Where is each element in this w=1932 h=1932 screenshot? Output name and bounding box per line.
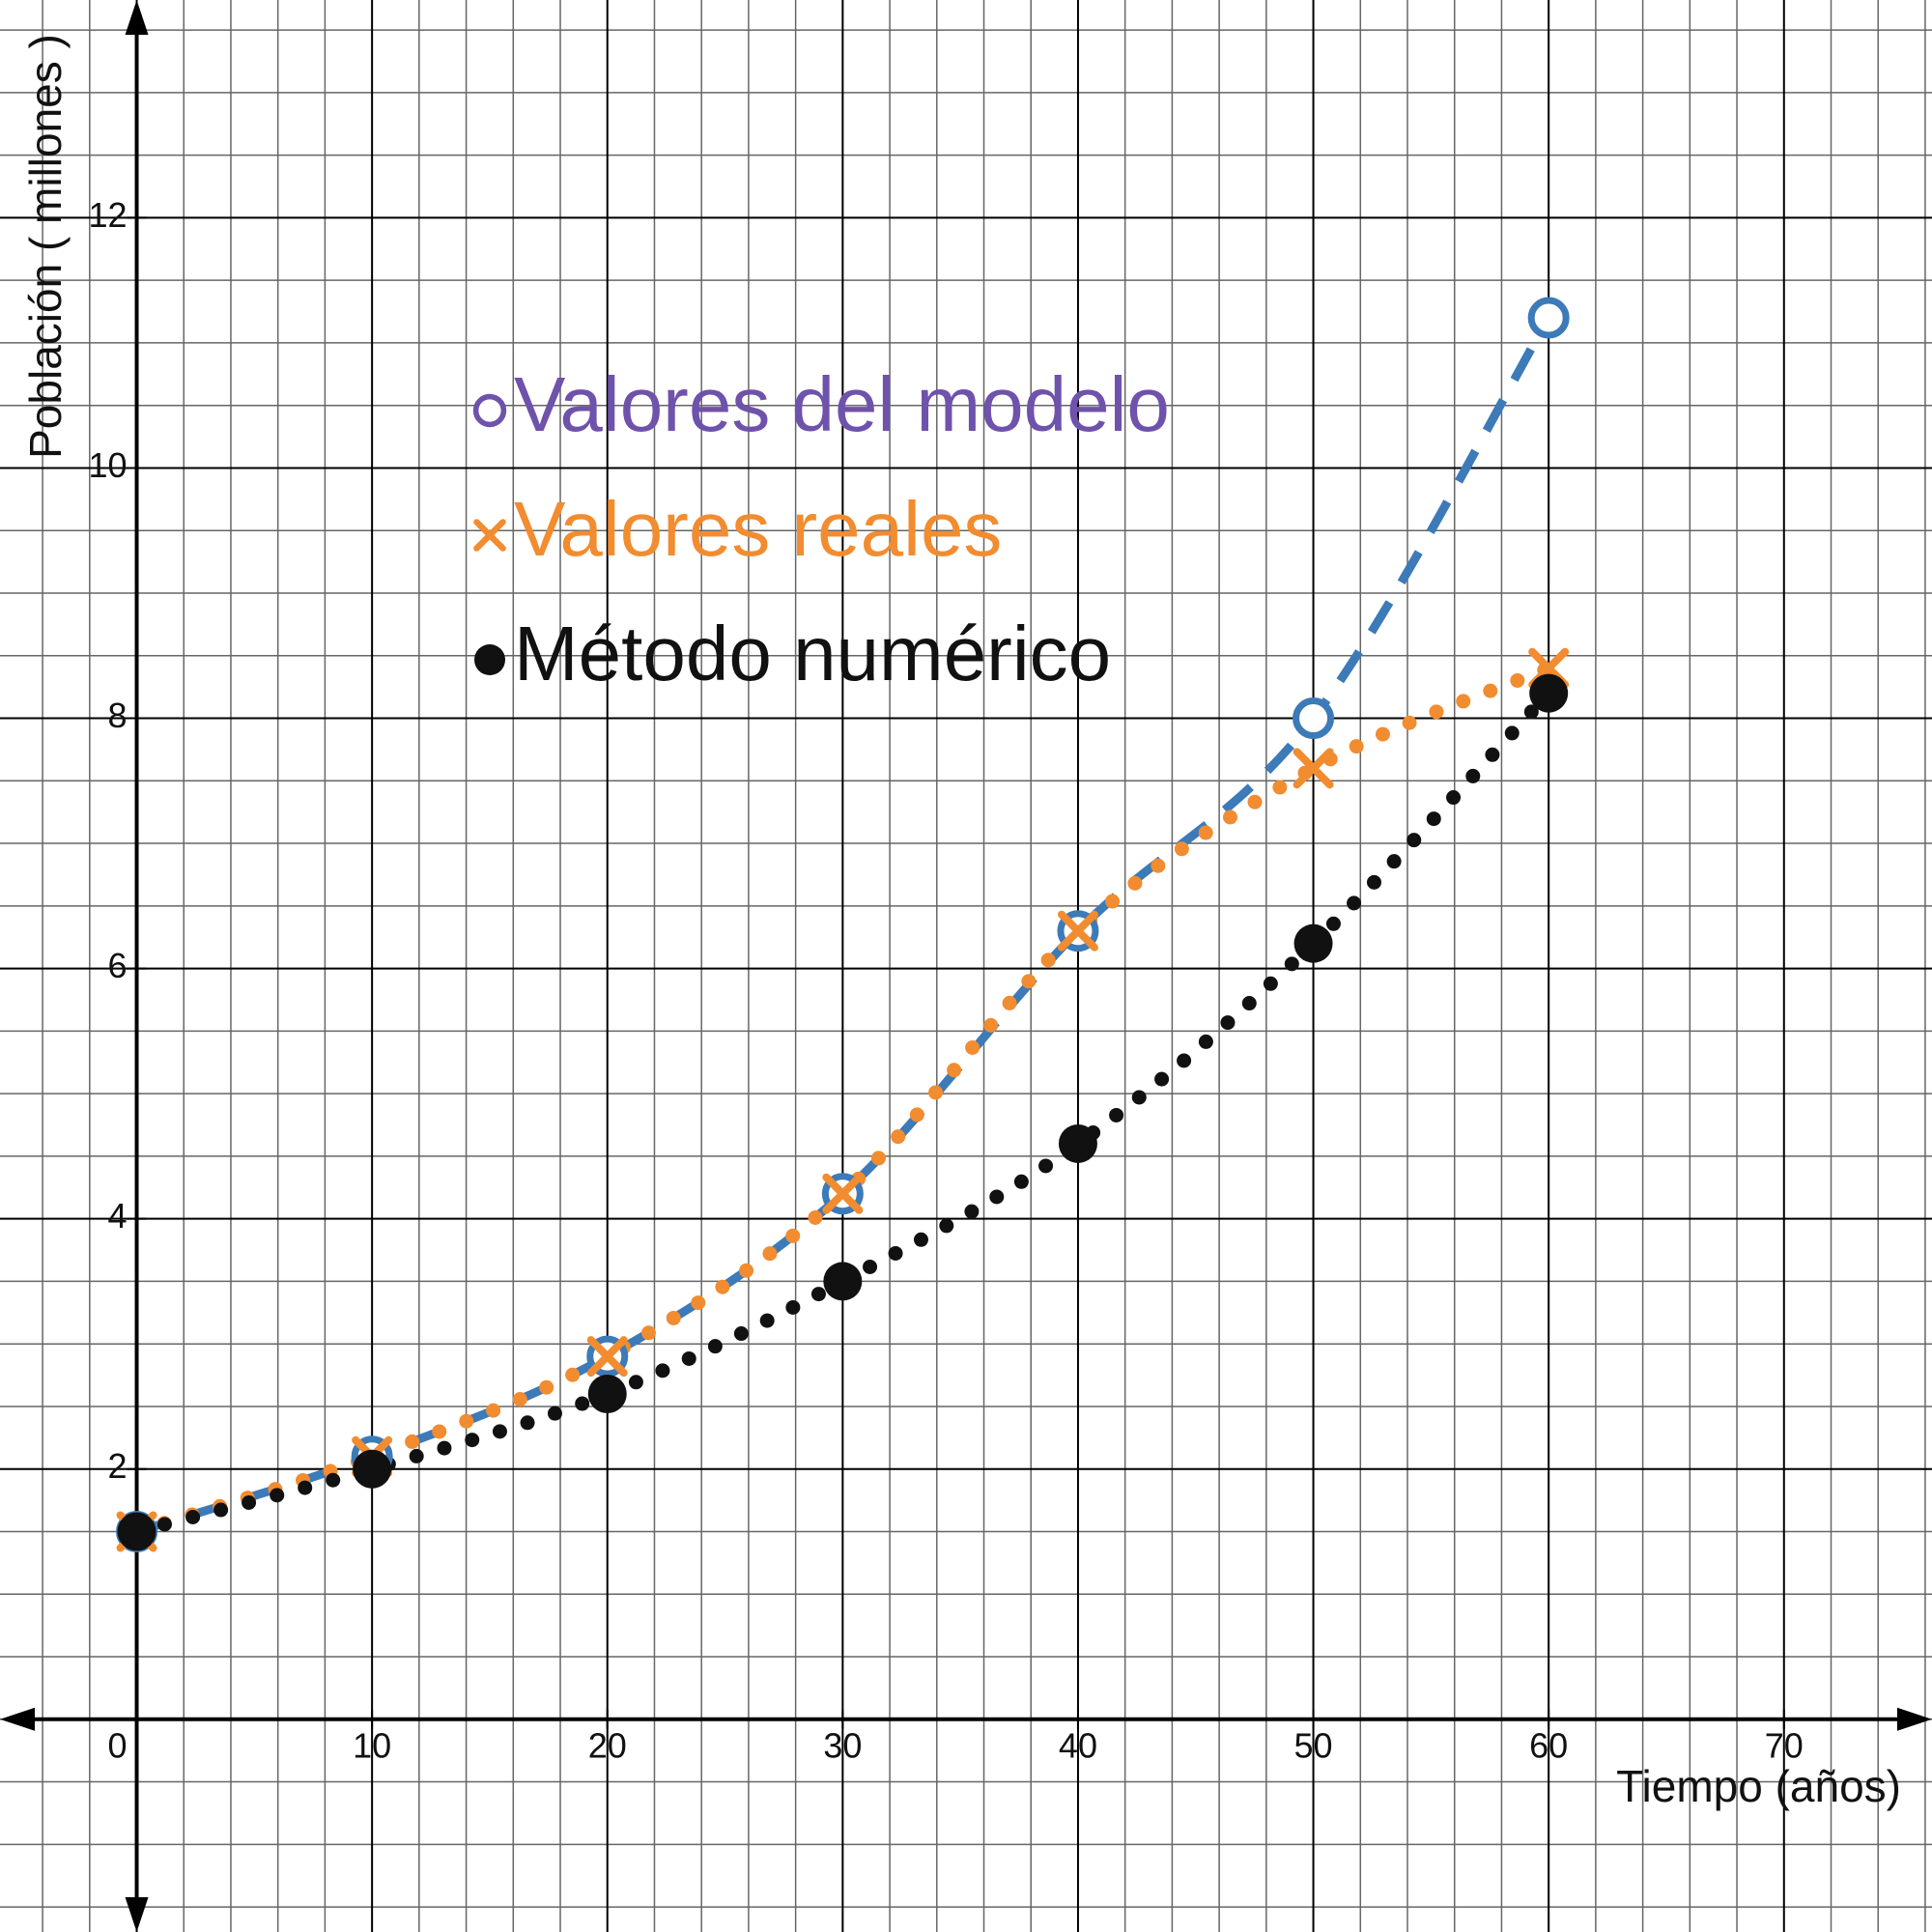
data-point [1529, 673, 1569, 713]
y-tick-label: 10 [88, 445, 127, 485]
y-tick-label: 4 [108, 1196, 128, 1236]
x-tick-label: 70 [1765, 1725, 1804, 1765]
data-point [823, 1262, 863, 1301]
x-tick-label: 40 [1059, 1725, 1097, 1765]
legend-marker [473, 519, 506, 552]
arrow [1897, 1707, 1932, 1731]
data-point [117, 1512, 156, 1551]
data-point [822, 1173, 864, 1214]
y-tick-label: 8 [108, 696, 128, 735]
data-point [586, 1336, 628, 1378]
x-axis-label: Tiempo (años) [1616, 1761, 1901, 1811]
data-point [1293, 748, 1334, 789]
legend-label: Método numérico [514, 611, 1111, 696]
data-point [1293, 697, 1335, 740]
x-tick-label: 20 [588, 1725, 627, 1765]
x-tick-label: 50 [1294, 1725, 1333, 1765]
x-tick-label: 10 [353, 1725, 391, 1765]
legend-marker [474, 644, 505, 675]
y-axis-label: Población ( millones ) [20, 34, 71, 459]
legend-label: Valores reales [514, 486, 1002, 572]
data-point [353, 1449, 392, 1489]
x-tick-label: 30 [823, 1725, 862, 1765]
data-point [1527, 297, 1570, 339]
data-point [1058, 1123, 1097, 1163]
y-tick-label: 2 [108, 1446, 128, 1486]
y-tick-label: 6 [108, 946, 128, 985]
plot-area [116, 297, 1570, 1552]
data-point [1293, 923, 1333, 963]
arrow [125, 0, 149, 35]
data-point [1057, 910, 1098, 952]
x-tick-label: 60 [1529, 1725, 1568, 1765]
legend-label: Valores del modelo [514, 361, 1170, 447]
legend: Valores del modelo Valores reales Método n… [472, 361, 1170, 696]
legend-marker [472, 393, 507, 428]
arrow [0, 1707, 35, 1731]
arrow [125, 1897, 149, 1932]
data-point [587, 1375, 627, 1414]
y-tick-label: 12 [88, 195, 127, 235]
x-tick-label: 0 [108, 1725, 128, 1765]
